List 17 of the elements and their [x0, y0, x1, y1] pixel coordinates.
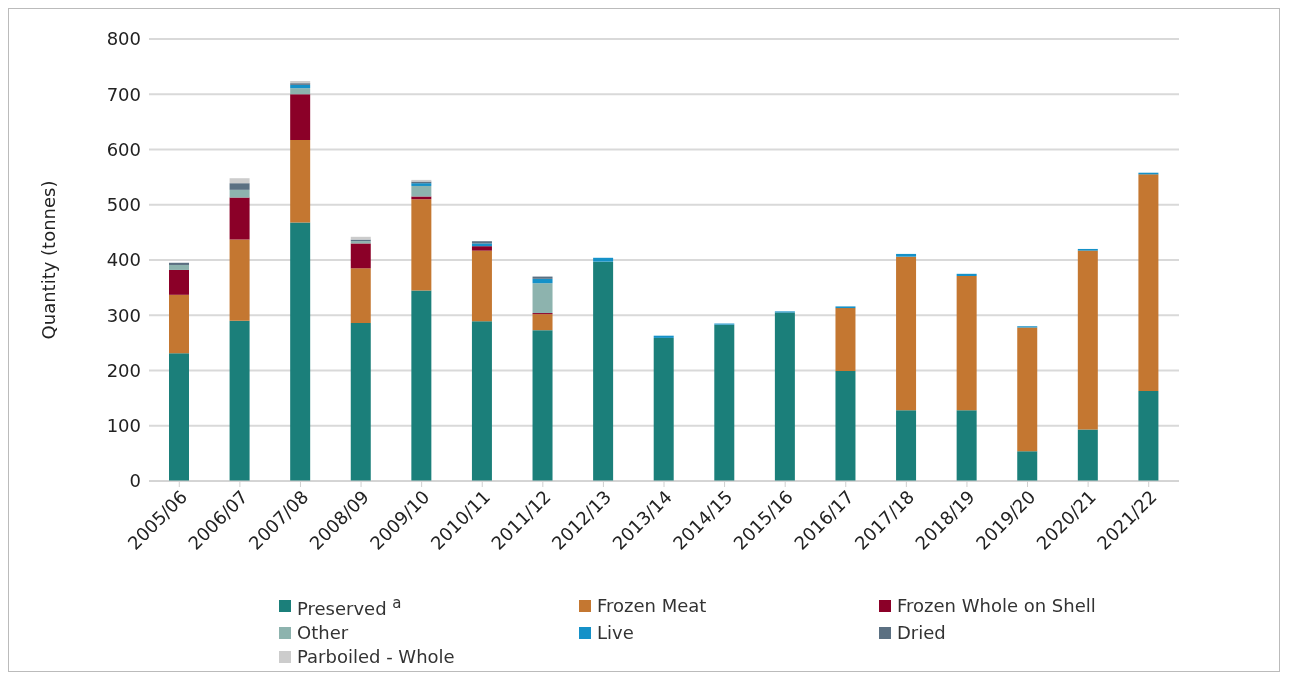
- y-tick-label: 400: [106, 249, 141, 271]
- legend-label: Other: [297, 621, 349, 645]
- legend-label: Preserved $^{a}$: [297, 593, 402, 621]
- y-tick-label: 200: [106, 359, 141, 381]
- y-tick-label: 100: [106, 415, 141, 437]
- legend-label: Frozen Whole on Shell: [897, 594, 1096, 618]
- y-axis-title: Quantity (tonnes): [38, 180, 60, 340]
- y-tick-label: 800: [106, 28, 141, 50]
- legend-label: Live: [597, 621, 634, 645]
- legend-label: Parboiled - Whole: [297, 645, 455, 669]
- y-tick-label: 700: [106, 83, 141, 105]
- y-tick-label: 600: [106, 138, 141, 160]
- y-tick-label: 300: [106, 304, 141, 326]
- y-tick-label: 500: [106, 194, 141, 216]
- legend-label: Frozen Meat: [597, 594, 707, 618]
- y-tick-label: 0: [129, 470, 141, 492]
- legend-label: Dried: [897, 621, 946, 645]
